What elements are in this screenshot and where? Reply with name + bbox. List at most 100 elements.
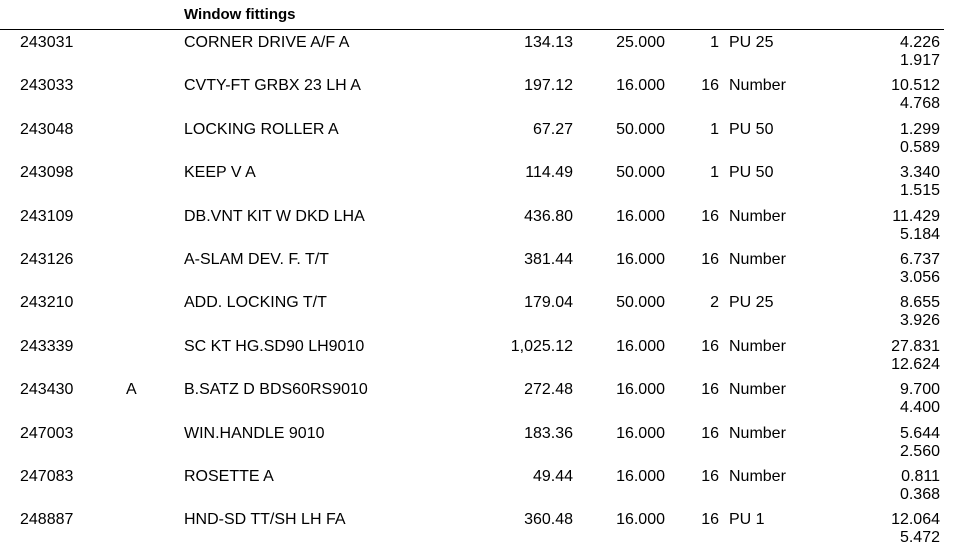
item-unit: PU 25	[729, 34, 774, 51]
item-value-secondary: 1.515	[899, 182, 940, 200]
item-code: 243430	[20, 381, 74, 399]
table-row: 243109 DB.VNT KIT W DKD LHA 436.80 16.000 16…	[0, 208, 953, 251]
item-description: SC KT HG.SD90 LH9010	[184, 337, 365, 355]
item-price: 272.48	[524, 381, 573, 399]
table-row: 248887 HND-SD TT/SH LH FA 360.48 16.000 16 PU…	[0, 511, 953, 554]
item-unit: PU 50	[729, 164, 774, 182]
item-value-secondary: 0.589	[899, 138, 940, 156]
item-price: 1,025.12	[510, 337, 573, 355]
item-value-secondary: 1.917	[899, 52, 940, 69]
table-row: 247083 ROSETTE A 49.44 16.000 16 Number 0.811 0…	[0, 468, 953, 511]
item-quantity: 50.000	[616, 164, 665, 182]
item-description: ROSETTE A	[184, 468, 274, 485]
item-price: 197.12	[524, 77, 573, 95]
item-quantity: 16.000	[616, 424, 665, 442]
section-title: Window fittings	[184, 6, 296, 23]
item-pack-count: 1	[710, 164, 719, 182]
item-value-primary: 11.429	[892, 207, 940, 225]
item-description: HND-SD TT/SH LH FA	[184, 511, 346, 529]
item-description: ADD. LOCKING T/T	[184, 294, 327, 312]
item-unit: Number	[729, 424, 786, 442]
item-unit: Number	[729, 251, 786, 268]
item-price: 360.48	[524, 511, 573, 529]
item-flag: A	[126, 381, 137, 399]
item-pack-count: 16	[701, 207, 719, 225]
item-pack-count: 16	[701, 468, 719, 485]
item-description: B.SATZ D BDS60RS9010	[184, 381, 368, 399]
item-pack-count: 16	[701, 337, 719, 355]
table-row: 243430 A B.SATZ D BDS60RS9010 272.48 16.000 1…	[0, 381, 953, 424]
item-unit: Number	[729, 337, 786, 355]
item-code: 248887	[20, 511, 74, 529]
item-value-secondary: 5.472	[899, 529, 940, 547]
item-unit: Number	[729, 468, 786, 485]
item-value-secondary: 4.400	[899, 399, 940, 417]
item-pack-count: 1	[710, 34, 719, 51]
item-quantity: 16.000	[616, 337, 665, 355]
table-row: 247003 WIN.HANDLE 9010 183.36 16.000 16 Numbe…	[0, 425, 953, 468]
item-pack-count: 16	[701, 251, 719, 268]
item-value-primary: 6.737	[899, 251, 940, 268]
item-value-primary: 1.299	[899, 120, 940, 138]
item-unit: PU 25	[729, 294, 774, 312]
item-quantity: 16.000	[616, 468, 665, 485]
item-value-secondary: 12.624	[891, 355, 940, 373]
table-row: 243031 CORNER DRIVE A/F A 134.13 25.000 1 PU …	[0, 34, 953, 77]
item-unit: Number	[729, 381, 786, 399]
item-value-secondary: 5.184	[899, 225, 940, 243]
item-pack-count: 16	[701, 381, 719, 399]
item-description: CVTY-FT GRBX 23 LH A	[184, 77, 361, 95]
table-row: 243098 KEEP V A 114.49 50.000 1 PU 50 3.340 1.5…	[0, 164, 953, 207]
item-quantity: 50.000	[616, 120, 665, 138]
item-description: A-SLAM DEV. F. T/T	[184, 251, 329, 268]
header-divider	[0, 29, 944, 30]
item-pack-count: 1	[710, 120, 719, 138]
item-code: 243048	[20, 120, 74, 138]
item-price: 114.49	[525, 164, 573, 182]
table-row: 243339 SC KT HG.SD90 LH9010 1,025.12 16.000…	[0, 338, 953, 381]
item-value-secondary: 3.926	[899, 312, 940, 330]
item-pack-count: 16	[701, 77, 719, 95]
item-price: 183.36	[524, 424, 573, 442]
item-unit: PU 1	[729, 511, 765, 529]
item-unit: Number	[729, 77, 786, 95]
item-value-primary: 3.340	[899, 164, 940, 182]
item-code: 243098	[20, 164, 74, 182]
item-price: 179.04	[524, 294, 573, 312]
item-code: 243033	[20, 77, 74, 95]
item-quantity: 16.000	[616, 251, 665, 268]
item-description: DB.VNT KIT W DKD LHA	[184, 207, 365, 225]
item-code: 243031	[20, 34, 74, 51]
item-quantity: 16.000	[616, 77, 665, 95]
item-value-primary: 4.226	[899, 34, 940, 51]
item-code: 243109	[20, 207, 74, 225]
item-code: 247083	[20, 468, 74, 485]
item-description: WIN.HANDLE 9010	[184, 424, 325, 442]
item-quantity: 16.000	[616, 381, 665, 399]
item-value-primary: 5.644	[899, 424, 940, 442]
item-pack-count: 16	[701, 424, 719, 442]
item-value-secondary: 4.768	[899, 95, 940, 113]
table-row: 243048 LOCKING ROLLER A 67.27 50.000 1 PU 50 1…	[0, 121, 953, 164]
item-price: 436.80	[524, 207, 573, 225]
item-description: LOCKING ROLLER A	[184, 120, 339, 138]
item-code: 243339	[20, 337, 74, 355]
item-quantity: 25.000	[616, 34, 665, 51]
item-code: 243126	[20, 251, 74, 268]
table-row: 243126 A-SLAM DEV. F. T/T 381.44 16.000 16 Nu…	[0, 251, 953, 294]
item-price: 49.44	[532, 468, 573, 485]
item-value-primary: 12.064	[891, 511, 940, 529]
item-pack-count: 16	[701, 511, 719, 529]
item-quantity: 50.000	[616, 294, 665, 312]
table-row: 243033 CVTY-FT GRBX 23 LH A 197.12 16.000 16…	[0, 77, 953, 120]
item-value-primary: 0.811	[901, 468, 940, 485]
item-pack-count: 2	[710, 294, 719, 312]
item-price: 67.27	[532, 120, 573, 138]
item-value-secondary: 2.560	[899, 442, 940, 460]
item-code: 243210	[20, 294, 74, 312]
item-value-secondary: 0.368	[899, 486, 940, 503]
item-value-primary: 27.831	[891, 337, 940, 355]
item-value-primary: 8.655	[899, 294, 940, 312]
item-value-secondary: 3.056	[899, 269, 940, 286]
item-quantity: 16.000	[616, 207, 665, 225]
